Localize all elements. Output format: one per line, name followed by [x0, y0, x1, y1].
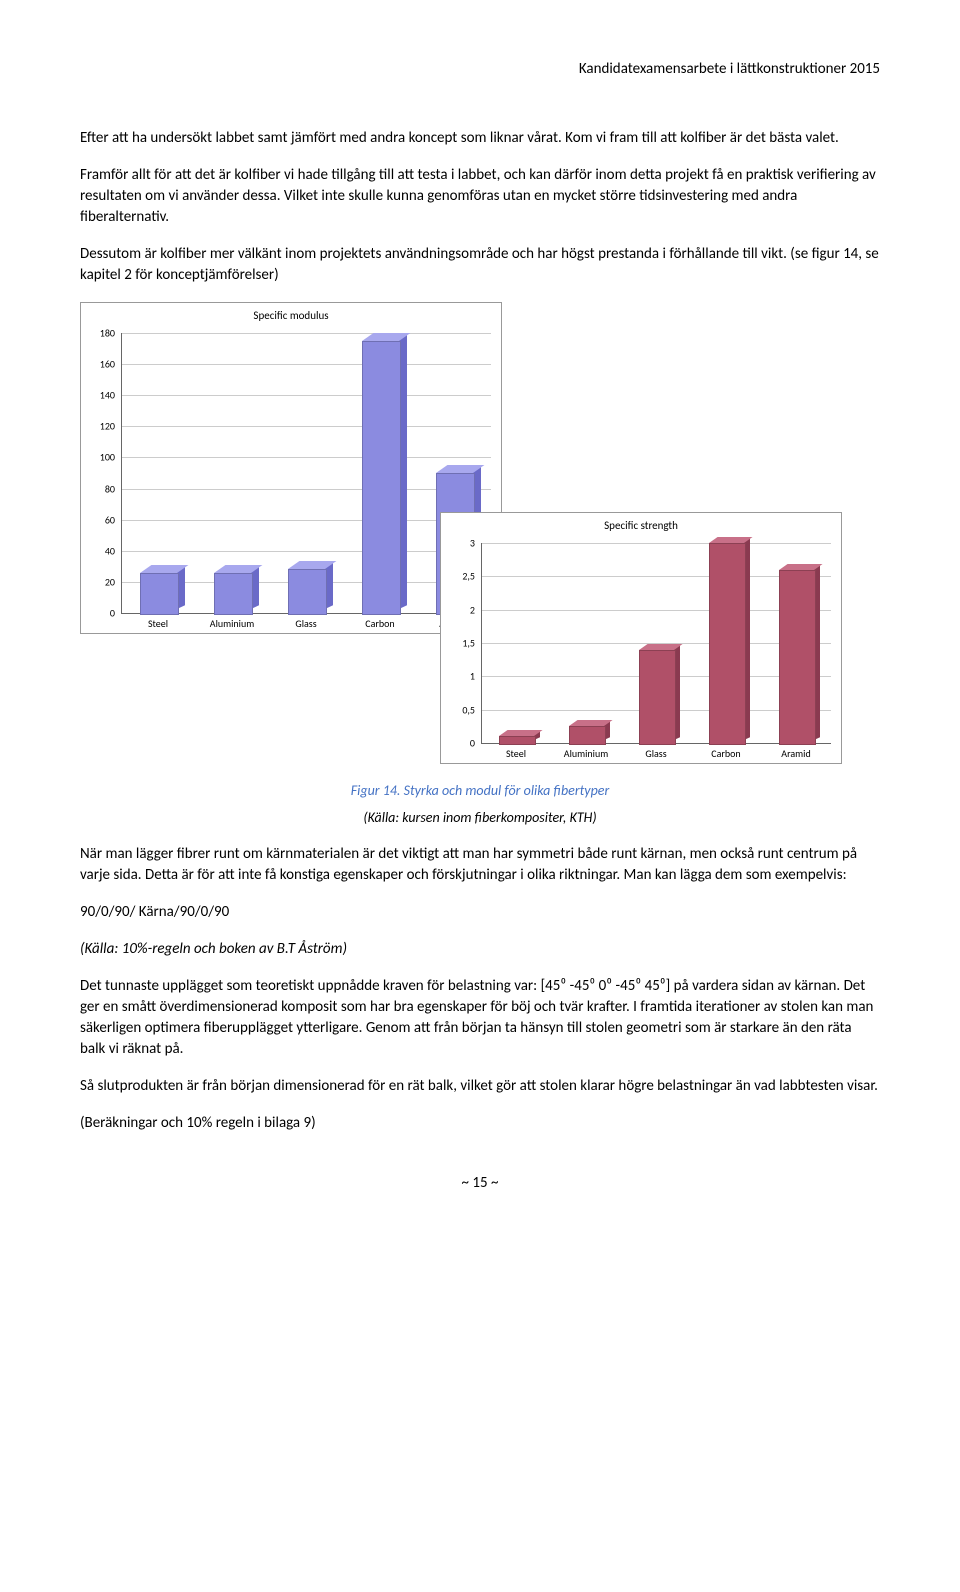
y-tick-label: 2	[470, 603, 475, 616]
paragraph-5: Det tunnaste upplägget som teoretiskt up…	[80, 976, 880, 1060]
figure-caption: Figur 14. Styrka och modul för olika fib…	[80, 782, 880, 799]
y-tick-label: 0	[110, 607, 115, 620]
y-tick-label: 1,5	[462, 637, 475, 650]
bar-carbon	[709, 543, 746, 745]
x-tick-label: Aluminium	[551, 747, 621, 760]
paragraph-1: Efter att ha undersökt labbet samt jämfö…	[80, 128, 880, 149]
chart-specific-strength: Specific strength 0 0,5 1 1,5 2 2,5 3 SteelAlumi…	[440, 512, 842, 764]
x-tick-label: Carbon	[691, 747, 761, 760]
y-tick-label: 60	[105, 513, 115, 526]
y-tick-label: 120	[100, 420, 115, 433]
bar-steel	[140, 573, 179, 615]
y-tick-label: 100	[100, 451, 115, 464]
source-2: (Källa: 10%-regeln och boken av B.T Åstr…	[80, 939, 880, 960]
y-tick-label: 80	[105, 482, 115, 495]
y-tick-label: 3	[470, 537, 475, 550]
y-tick-label: 180	[100, 327, 115, 340]
y-tick-label: 40	[105, 544, 115, 557]
y-tick-label: 2,5	[462, 570, 475, 583]
x-tick-label: Aramid	[761, 747, 831, 760]
y-tick-label: 1	[470, 670, 475, 683]
chart-title: Specific strength	[604, 519, 678, 532]
charts-figure: Specific modulus020406080100120140160180…	[80, 302, 880, 762]
bar-glass	[639, 650, 676, 745]
page-header: Kandidatexamensarbete i lättkonstruktion…	[80, 60, 880, 78]
x-tick-label: Carbon	[343, 617, 417, 630]
bar-carbon	[362, 341, 401, 615]
bar-steel	[499, 736, 536, 745]
y-tick-label: 0	[470, 737, 475, 750]
x-tick-label: Aluminium	[195, 617, 269, 630]
x-tick-label: Steel	[121, 617, 195, 630]
bar-aluminium	[214, 573, 253, 615]
paragraph-6: Så slutprodukten är från början dimensio…	[80, 1076, 880, 1097]
paragraph-3: Dessutom är kolfiber mer välkänt inom pr…	[80, 244, 880, 286]
paragraph-7: (Beräkningar och 10% regeln i bilaga 9)	[80, 1113, 880, 1134]
paragraph-2: Framför allt för att det är kolfiber vi …	[80, 165, 880, 228]
layup-sequence: 90/0/90/ Kärna/90/0/90	[80, 902, 880, 923]
bar-aramid	[779, 570, 816, 745]
chart-title: Specific modulus	[253, 309, 328, 322]
x-tick-label: Glass	[621, 747, 691, 760]
x-tick-label: Steel	[481, 747, 551, 760]
y-tick-label: 160	[100, 358, 115, 371]
figure-source: (Källa: kursen inom fiberkompositer, KTH…	[80, 809, 880, 826]
bar-glass	[288, 569, 327, 615]
bar-aluminium	[569, 726, 606, 745]
page-number: ~ 15 ~	[80, 1174, 880, 1192]
y-tick-label: 140	[100, 389, 115, 402]
x-tick-label: Glass	[269, 617, 343, 630]
chart-specific-modulus: Specific modulus 0 20 40 60 80 100 120 140 160 180…	[80, 302, 502, 634]
paragraph-4: När man lägger fibrer runt om kärnmateri…	[80, 844, 880, 886]
y-tick-label: 20	[105, 575, 115, 588]
y-tick-label: 0,5	[462, 703, 475, 716]
